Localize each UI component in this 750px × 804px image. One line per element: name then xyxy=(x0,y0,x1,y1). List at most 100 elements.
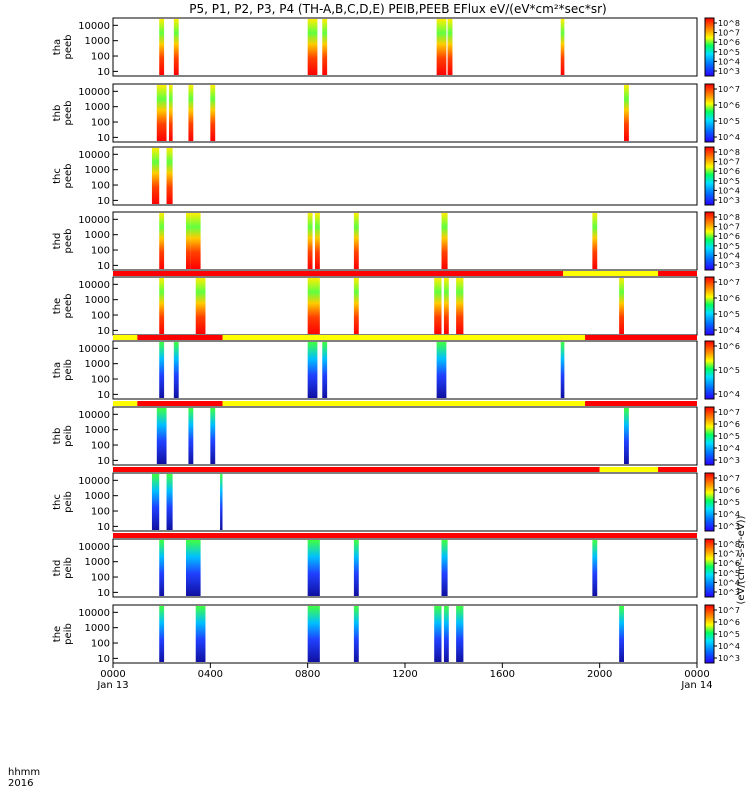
figure-title: P5, P1, P2, P3, P4 (TH-A,B,C,D,E) PEIB,P… xyxy=(189,2,606,16)
y-tick-label: 100 xyxy=(91,639,110,650)
colorbar-tick-label: 10^6 xyxy=(718,486,740,495)
xaxis-label-year: 2016 xyxy=(8,778,33,789)
colorbar-tick-label: 10^7 xyxy=(718,606,740,615)
mode-bar xyxy=(113,401,697,406)
x-tick-label: 1200 xyxy=(392,669,417,680)
spectrogram-burst xyxy=(159,342,165,398)
spectrogram-burst xyxy=(188,85,194,141)
spectrogram-burst xyxy=(592,213,598,269)
spectrogram-burst xyxy=(456,278,464,334)
colorbar xyxy=(704,406,715,466)
mode-segment xyxy=(113,335,138,340)
mode-segment xyxy=(222,401,586,406)
spectrogram-burst xyxy=(220,474,223,530)
y-tick-label: 100 xyxy=(91,507,110,518)
spectrogram-burst xyxy=(619,278,624,334)
spectrogram-burst xyxy=(314,213,320,269)
mode-segment xyxy=(585,335,697,340)
panel-frame xyxy=(112,17,698,77)
colorbar-tick-label: 10^5 xyxy=(718,177,740,186)
spectrogram-burst xyxy=(624,85,629,141)
spectrogram-burst xyxy=(443,278,449,334)
colorbar-tick-label: 10^5 xyxy=(718,117,740,126)
x-tick-label: 0800 xyxy=(295,669,320,680)
spectrogram-burst xyxy=(560,342,565,398)
colorbar-tick-label: 10^7 xyxy=(718,278,740,287)
colorbar-tick-label: 10^8 xyxy=(718,540,740,549)
colorbar-tick-label: 10^3 xyxy=(718,67,740,76)
colorbar-tick-label: 10^4 xyxy=(718,133,740,142)
colorbar-tick-label: 10^8 xyxy=(718,19,740,28)
x-date-label: Jan 14 xyxy=(680,680,712,691)
colorbar xyxy=(704,83,715,143)
mode-bar xyxy=(113,467,697,472)
y-tick-label: 100 xyxy=(91,246,110,257)
panel-5: 10000 1000 100 10 the peeb 10^7 10^6 10^5 10^4 xyxy=(52,276,740,337)
panel-product-label: peib xyxy=(63,623,74,645)
colorbar-tick-label: 10^8 xyxy=(718,148,740,157)
mode-bar xyxy=(113,335,697,340)
y-tick-label: 1000 xyxy=(85,359,110,370)
y-tick-label: 10 xyxy=(97,67,110,78)
mode-segment xyxy=(113,533,697,538)
panel-product-label: peib xyxy=(63,491,74,513)
spectrogram-burst xyxy=(353,606,359,662)
colorbar-tick-label: 10^5 xyxy=(718,366,740,375)
colorbar-tick-label: 10^5 xyxy=(718,48,740,57)
y-tick-label: 1000 xyxy=(85,36,110,47)
spectrogram-burst xyxy=(168,85,173,141)
spectrogram-burst xyxy=(166,148,173,204)
spectrogram-burst xyxy=(441,213,448,269)
y-tick-label: 1000 xyxy=(85,623,110,634)
spectrogram-burst xyxy=(592,540,598,596)
spectrogram-burst xyxy=(173,19,179,75)
spectrogram-burst xyxy=(159,278,165,334)
y-tick-label: 10000 xyxy=(78,21,110,32)
colorbar-tick-label: 10^4 xyxy=(718,444,740,453)
colorbar-tick-label: 10^3 xyxy=(718,654,740,663)
colorbar-tick-label: 10^4 xyxy=(718,57,740,66)
spectrogram-burst xyxy=(322,19,328,75)
x-tick-label: 1600 xyxy=(490,669,515,680)
colorbar-tick-label: 10^6 xyxy=(718,420,740,429)
colorbar-tick-label: 10^7 xyxy=(718,29,740,38)
colorbar xyxy=(704,276,715,336)
panel-probe-label: tha xyxy=(52,39,63,55)
spectrogram-burst xyxy=(159,19,165,75)
panel-7: 10000 1000 100 10 thb peib 10^7 10^6 10^5 10^4 10^… xyxy=(52,406,740,467)
y-tick-label: 1000 xyxy=(85,425,110,436)
panel-frame xyxy=(112,211,698,271)
spectrogram-burst xyxy=(186,540,201,596)
mode-segment xyxy=(585,401,697,406)
panel-product-label: peib xyxy=(63,359,74,381)
y-tick-label: 10000 xyxy=(78,410,110,421)
panel-probe-label: thb xyxy=(52,105,63,122)
colorbar-tick-label: 10^7 xyxy=(718,408,740,417)
y-tick-label: 10000 xyxy=(78,542,110,553)
panel-product-label: peib xyxy=(63,557,74,579)
mode-segment xyxy=(658,467,697,472)
y-tick-label: 10 xyxy=(97,654,110,665)
y-tick-label: 10 xyxy=(97,456,110,467)
mode-segment xyxy=(113,271,564,276)
panel-2: 10000 1000 100 10 thb peeb 10^7 10^6 10^5 10^4 xyxy=(52,83,740,144)
y-tick-label: 1000 xyxy=(85,165,110,176)
y-tick-label: 100 xyxy=(91,573,110,584)
panel-probe-label: the xyxy=(52,298,63,314)
panel-probe-label: thd xyxy=(52,560,63,577)
y-tick-label: 1000 xyxy=(85,102,110,113)
colorbar-tick-label: 10^3 xyxy=(718,261,740,270)
colorbar-tick-label: 10^8 xyxy=(718,213,740,222)
colorbar-tick-label: 10^5 xyxy=(718,630,740,639)
mode-segment xyxy=(658,271,697,276)
y-tick-label: 10000 xyxy=(78,344,110,355)
mode-bars-group xyxy=(113,271,697,538)
y-tick-label: 100 xyxy=(91,181,110,192)
y-tick-label: 1000 xyxy=(85,491,110,502)
spectrogram-burst xyxy=(195,278,206,334)
panel-frame xyxy=(112,340,698,400)
colorbar-tick-label: 10^6 xyxy=(718,559,740,568)
y-tick-label: 100 xyxy=(91,441,110,452)
